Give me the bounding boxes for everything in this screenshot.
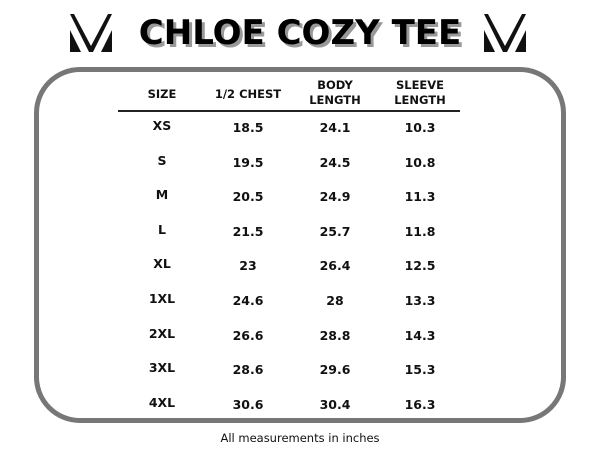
table-cell: S <box>157 152 167 168</box>
table-cell: 15.3 <box>404 362 436 378</box>
table-cell: 19.5 <box>232 154 264 170</box>
table-cell: 28.6 <box>232 362 264 378</box>
table-cell: XL <box>153 256 171 272</box>
column-header: SIZE <box>147 87 177 101</box>
table-cell: 16.3 <box>404 396 436 412</box>
table-cell: L <box>158 221 166 237</box>
table-cell: 28 <box>326 293 344 308</box>
table-cell: 21.5 <box>232 223 264 239</box>
table-cell: 20.5 <box>232 189 264 205</box>
logo-icon <box>70 14 112 52</box>
table-cell: 10.3 <box>404 120 436 135</box>
table-cell: 11.8 <box>404 223 436 239</box>
table-cell: 4XL <box>148 394 176 410</box>
table-cell: 24.6 <box>232 293 264 308</box>
table-cell: 28.8 <box>319 327 351 343</box>
table-cell: 1XL <box>148 291 176 306</box>
table-cell: 29.6 <box>319 362 351 378</box>
header-divider <box>118 110 460 112</box>
column-header: BODY LENGTH <box>309 78 361 107</box>
page-title: CHLOE COZY TEE <box>138 13 462 53</box>
column-header: SLEEVE LENGTH <box>394 78 446 107</box>
table-cell: 18.5 <box>232 120 264 135</box>
footnote: All measurements in inches <box>220 431 380 445</box>
table-cell: 30.4 <box>319 396 351 412</box>
size-chart-frame <box>34 67 566 423</box>
table-cell: 26.4 <box>319 258 351 274</box>
table-cell: 24.1 <box>319 120 351 135</box>
table-cell: 2XL <box>148 325 176 341</box>
logo-icon <box>484 14 526 52</box>
table-cell: 26.6 <box>232 327 264 343</box>
table-cell: 10.8 <box>404 154 436 170</box>
table-cell: 24.9 <box>319 189 351 205</box>
table-cell: 25.7 <box>319 223 351 239</box>
table-cell: XS <box>152 118 172 133</box>
table-cell: 30.6 <box>232 396 264 412</box>
table-cell: 14.3 <box>404 327 436 343</box>
table-cell: 24.5 <box>319 154 351 170</box>
table-cell: M <box>155 187 169 203</box>
table-cell: 11.3 <box>404 189 436 205</box>
table-cell: 3XL <box>148 360 176 376</box>
table-cell: 13.3 <box>404 293 436 308</box>
table-cell: 12.5 <box>404 258 436 274</box>
table-cell: 23 <box>239 258 257 274</box>
column-header: 1/2 CHEST <box>214 87 282 101</box>
